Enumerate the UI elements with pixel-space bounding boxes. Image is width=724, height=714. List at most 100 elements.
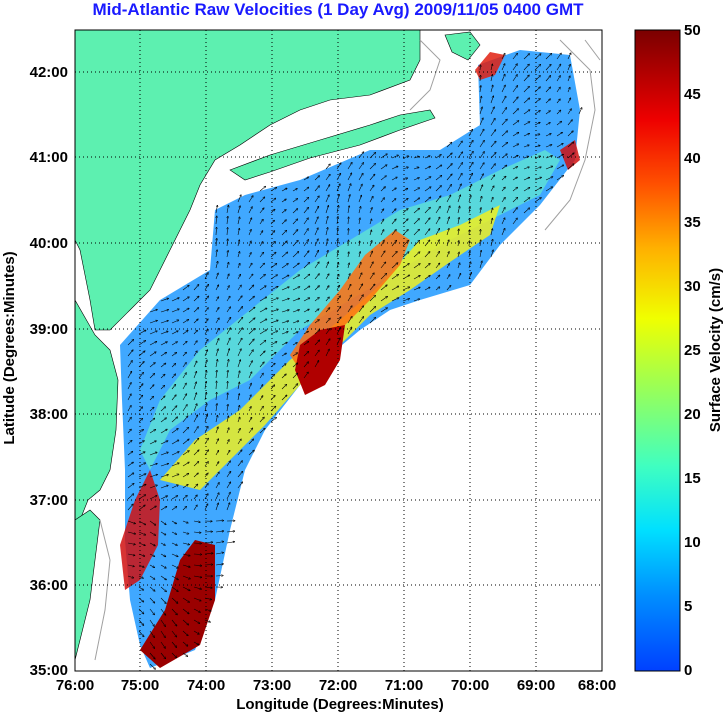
velocity-arrow: [193, 296, 199, 302]
velocity-arrow: [545, 99, 551, 104]
velocity-arrow: [523, 54, 530, 60]
colorbar-tick-label: 35: [684, 214, 701, 231]
velocity-arrow: [369, 174, 375, 181]
velocity-arrow: [237, 428, 240, 434]
velocity-field: [120, 50, 580, 668]
velocity-arrow: [270, 252, 276, 258]
velocity-arrow: [193, 565, 202, 566]
velocity-arrow: [303, 218, 308, 225]
velocity-arrow: [216, 381, 217, 390]
velocity-arrow: [303, 331, 309, 335]
velocity-arrow: [204, 403, 207, 412]
velocity-arrow: [193, 450, 199, 456]
velocity-arrow: [446, 263, 449, 269]
velocity-arrow: [479, 163, 484, 170]
velocity-arrow: [237, 461, 243, 467]
velocity-arrow: [523, 198, 530, 203]
velocity-arrow: [160, 531, 166, 535]
velocity-arrow: [248, 252, 251, 258]
velocity-arrow: [347, 295, 352, 302]
velocity-arrow: [567, 53, 571, 60]
velocity-arrow: [292, 263, 299, 269]
velocity-arrow: [281, 395, 287, 401]
velocity-arrow: [171, 619, 177, 626]
velocity-arrow: [369, 185, 374, 192]
velocity-arrow: [281, 188, 287, 192]
velocity-arrow: [193, 438, 199, 445]
velocity-arrow: [490, 64, 493, 71]
velocity-arrow: [413, 178, 419, 181]
velocity-arrow: [259, 373, 263, 379]
velocity-arrow: [171, 474, 179, 478]
colorbar-tick-label: 25: [684, 342, 701, 359]
velocity-arrow: [215, 503, 218, 511]
velocity-arrow: [215, 338, 219, 346]
velocity-arrow: [534, 87, 540, 93]
velocity-arrow: [237, 217, 240, 225]
velocity-arrow: [259, 340, 266, 346]
velocity-arrow: [160, 310, 169, 313]
velocity-arrow: [402, 209, 408, 214]
velocity-arrow: [402, 287, 410, 291]
velocity-arrow: [259, 417, 264, 423]
velocity-arrow: [149, 531, 156, 535]
velocity-arrow: [237, 371, 240, 379]
velocity-arrow: [545, 156, 553, 159]
velocity-arrow: [149, 441, 156, 445]
velocity-arrow: [193, 543, 202, 544]
velocity-arrow: [490, 186, 494, 192]
velocity-arrow: [501, 154, 507, 159]
velocity-arrow: [193, 586, 202, 589]
x-tick-label: 72:00: [319, 677, 357, 694]
velocity-arrow: [237, 206, 240, 214]
velocity-arrow: [182, 319, 189, 324]
velocity-arrow: [380, 230, 384, 236]
velocity-arrow: [270, 309, 278, 313]
velocity-arrow: [215, 576, 223, 577]
velocity-field-red-ne: [475, 52, 505, 80]
velocity-arrow: [138, 351, 145, 357]
velocity-arrow: [237, 251, 240, 258]
velocity-arrow: [337, 251, 338, 258]
velocity-arrow: [138, 384, 143, 390]
velocity-arrow: [215, 439, 219, 445]
velocity-arrow: [127, 440, 132, 445]
velocity-arrow: [501, 108, 507, 115]
velocity-arrow: [259, 274, 265, 280]
velocity-arrow: [127, 494, 134, 500]
velocity-arrow: [216, 238, 217, 247]
velocity-arrow: [193, 284, 199, 291]
velocity-arrow: [226, 482, 231, 489]
velocity-arrow: [512, 218, 517, 225]
velocity-arrow: [160, 407, 166, 412]
velocity-arrow: [215, 273, 218, 280]
velocity-arrow: [237, 471, 243, 478]
velocity-arrow: [567, 131, 573, 137]
x-tick-label: 75:00: [121, 677, 159, 694]
velocity-arrow: [490, 164, 496, 170]
velocity-arrow: [545, 87, 551, 93]
velocity-arrow: [127, 462, 134, 467]
velocity-arrow: [171, 564, 178, 568]
velocity-arrow: [369, 262, 373, 269]
velocity-arrow: [336, 163, 341, 170]
velocity-arrow: [468, 151, 473, 159]
velocity-arrow: [160, 321, 169, 324]
velocity-arrow: [270, 331, 278, 335]
velocity-arrow: [160, 496, 168, 500]
velocity-arrow: [204, 587, 212, 588]
velocity-arrow: [512, 75, 517, 82]
velocity-arrow: [127, 371, 132, 379]
velocity-arrow: [490, 218, 493, 225]
velocity-arrow: [182, 531, 189, 534]
velocity-arrow: [227, 250, 228, 258]
velocity-arrow: [160, 586, 167, 592]
velocity-arrow: [314, 274, 319, 280]
velocity-arrow: [380, 296, 388, 302]
velocity-arrow: [149, 331, 157, 335]
velocity-arrow: [303, 286, 310, 291]
velocity-arrow: [347, 173, 352, 181]
velocity-arrow: [457, 273, 461, 280]
velocity-arrow: [182, 619, 189, 625]
velocity-arrow: [501, 96, 506, 104]
